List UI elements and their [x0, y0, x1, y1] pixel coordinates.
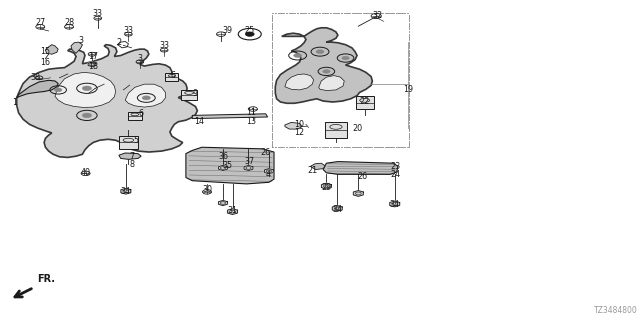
Text: 17: 17: [88, 52, 99, 61]
Text: 3: 3: [138, 54, 143, 63]
Text: 27: 27: [35, 19, 45, 28]
Text: 22: 22: [360, 97, 370, 106]
Polygon shape: [119, 153, 141, 159]
Polygon shape: [192, 114, 268, 119]
Circle shape: [245, 32, 254, 36]
Text: 35: 35: [222, 161, 232, 170]
Bar: [119, 136, 138, 149]
Text: 25: 25: [244, 27, 255, 36]
Polygon shape: [390, 201, 400, 207]
Text: 1: 1: [12, 98, 17, 107]
Polygon shape: [228, 209, 237, 214]
Text: 2: 2: [116, 38, 122, 47]
Text: 33: 33: [159, 41, 169, 51]
Bar: [166, 73, 178, 81]
Circle shape: [83, 113, 92, 118]
Text: 34: 34: [121, 188, 131, 196]
Text: 6: 6: [171, 71, 175, 80]
Bar: [181, 90, 197, 100]
Text: 36: 36: [218, 152, 228, 161]
Bar: [356, 96, 374, 109]
Text: 7: 7: [129, 152, 134, 161]
Text: 34: 34: [390, 200, 400, 209]
Polygon shape: [45, 45, 58, 54]
Text: 26: 26: [260, 148, 271, 157]
Polygon shape: [275, 28, 372, 103]
Polygon shape: [310, 163, 325, 170]
Polygon shape: [121, 188, 131, 194]
Polygon shape: [186, 147, 274, 184]
Text: 40: 40: [81, 168, 91, 177]
Text: 26: 26: [358, 172, 368, 181]
Text: 30: 30: [202, 185, 212, 194]
Text: 38: 38: [31, 73, 41, 82]
Polygon shape: [323, 162, 398, 174]
Text: 13: 13: [246, 116, 256, 126]
Polygon shape: [71, 42, 83, 53]
Polygon shape: [264, 169, 273, 174]
Text: 6: 6: [139, 109, 144, 118]
Text: 33: 33: [124, 26, 133, 35]
Text: 29: 29: [321, 183, 332, 192]
Text: 39: 39: [222, 27, 232, 36]
Text: 19: 19: [403, 85, 413, 94]
Polygon shape: [285, 123, 302, 129]
Text: 34: 34: [332, 205, 342, 214]
Bar: [324, 122, 347, 138]
Circle shape: [142, 96, 150, 100]
Text: 4: 4: [265, 170, 270, 179]
Polygon shape: [319, 76, 344, 91]
Polygon shape: [218, 165, 227, 171]
Circle shape: [83, 86, 92, 91]
Text: 14: 14: [194, 116, 204, 126]
Polygon shape: [17, 45, 197, 157]
Text: 11: 11: [246, 108, 256, 117]
Text: FR.: FR.: [37, 274, 55, 284]
Text: 15: 15: [40, 47, 51, 56]
Text: 3: 3: [78, 36, 83, 45]
Polygon shape: [88, 62, 96, 67]
Text: 28: 28: [64, 19, 74, 28]
Circle shape: [54, 88, 62, 92]
Text: 23: 23: [390, 162, 401, 171]
Text: 24: 24: [390, 170, 401, 179]
Text: 10: 10: [294, 120, 304, 130]
Text: 32: 32: [372, 11, 383, 20]
Text: 31: 31: [227, 206, 237, 215]
Text: 12: 12: [294, 128, 304, 137]
Polygon shape: [285, 74, 314, 90]
Polygon shape: [55, 72, 116, 108]
Polygon shape: [244, 165, 253, 171]
Circle shape: [323, 69, 330, 73]
Polygon shape: [17, 80, 58, 98]
Text: 37: 37: [244, 157, 255, 166]
Text: 33: 33: [93, 9, 103, 18]
Polygon shape: [321, 183, 332, 189]
Polygon shape: [332, 205, 342, 211]
Text: 16: 16: [40, 58, 51, 67]
Bar: [128, 112, 142, 121]
Polygon shape: [218, 200, 227, 205]
Circle shape: [316, 50, 324, 54]
Text: 9: 9: [193, 89, 198, 98]
Text: 18: 18: [88, 62, 99, 71]
Circle shape: [294, 53, 301, 58]
Polygon shape: [125, 84, 166, 107]
Text: 5: 5: [134, 136, 139, 145]
Circle shape: [342, 56, 349, 60]
Text: 21: 21: [307, 166, 317, 175]
Text: 20: 20: [352, 124, 362, 132]
Text: TZ3484800: TZ3484800: [595, 306, 638, 315]
Text: 8: 8: [129, 160, 134, 169]
Polygon shape: [353, 191, 364, 196]
